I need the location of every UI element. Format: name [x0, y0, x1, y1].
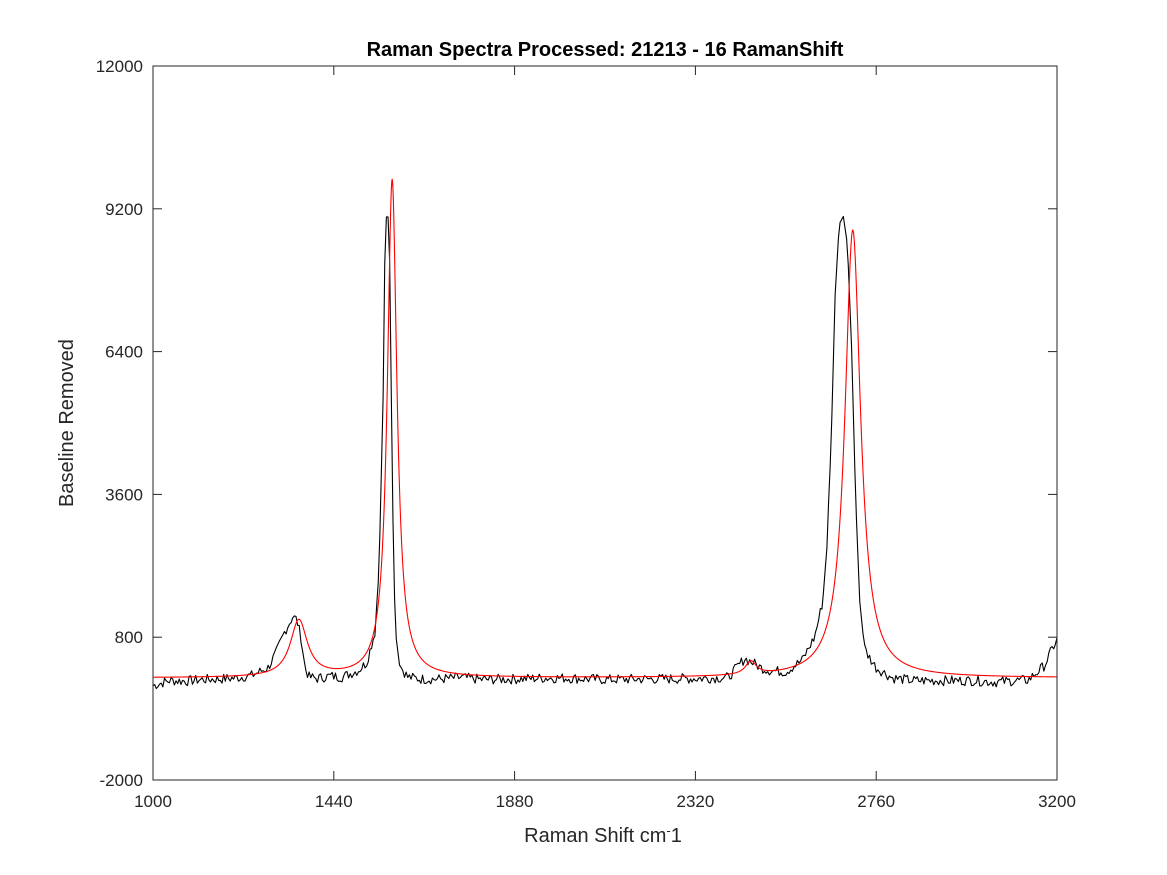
plot-area — [153, 66, 1057, 780]
x-axis-label-main: Raman Shift cm — [524, 825, 666, 847]
x-tick-label: 1880 — [496, 792, 534, 811]
x-axis-label-suffix: 1 — [671, 825, 682, 847]
chart-title: Raman Spectra Processed: 21213 - 16 Rama… — [367, 39, 844, 61]
x-tick-label: 2760 — [857, 792, 895, 811]
y-tick-label: -2000 — [100, 771, 143, 790]
x-axis-label-sup: - — [666, 823, 670, 838]
y-tick-label: 12000 — [96, 57, 143, 76]
x-tick-label: 1000 — [134, 792, 172, 811]
y-tick-label: 6400 — [105, 343, 143, 362]
axes-box — [152, 65, 1058, 781]
measured-spectrum-line — [152, 215, 1058, 690]
y-tick-label: 9200 — [105, 200, 143, 219]
series-layer — [152, 178, 1058, 690]
ticks-layer: 1000 1440 1880 2320 2760 3200 -2000 800 3600 6400… — [96, 57, 1076, 811]
x-tick-label: 1440 — [315, 792, 353, 811]
y-axis-label: Baseline Removed — [56, 339, 78, 507]
x-axis-label: Raman Shift cm-1 — [524, 823, 682, 847]
fit-curve-line — [152, 178, 1058, 678]
y-tick-label: 3600 — [105, 485, 143, 504]
y-tick-label: 800 — [115, 628, 143, 647]
x-tick-label: 2320 — [676, 792, 714, 811]
x-tick-label: 3200 — [1038, 792, 1076, 811]
